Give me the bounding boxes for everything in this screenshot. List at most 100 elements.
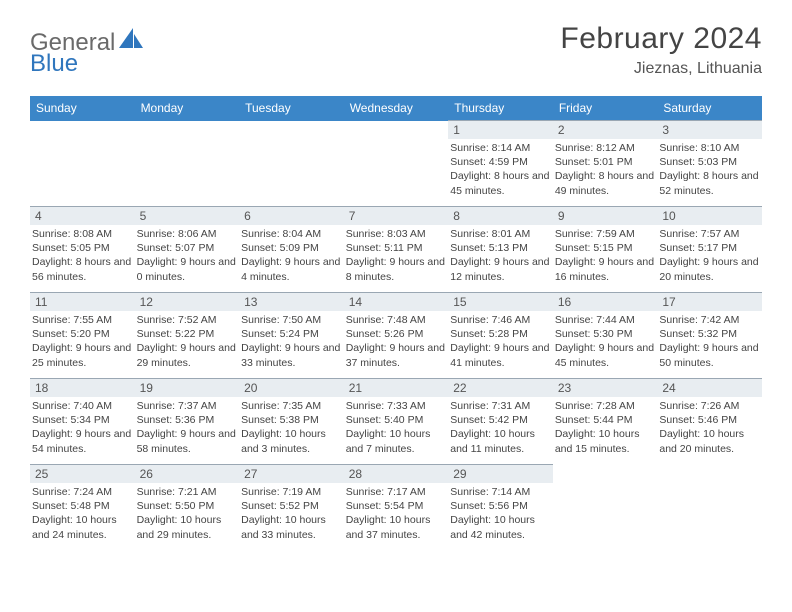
calendar-cell (30, 121, 135, 207)
day-number: 16 (553, 293, 658, 311)
calendar-cell (553, 465, 658, 551)
calendar-cell: 10Sunrise: 7:57 AMSunset: 5:17 PMDayligh… (657, 207, 762, 293)
day-header: Saturday (657, 96, 762, 121)
calendar-cell: 11 Sunrise: 7:55 AMSunset: 5:20 PMDayligh… (30, 293, 135, 379)
day-details: Sunrise: 7:50 AMSunset: 5:24 PMDaylight:… (239, 313, 344, 370)
calendar-cell: 19Sunrise: 7:37 AMSunset: 5:36 PMDayligh… (135, 379, 240, 465)
day-number: 23 (553, 379, 658, 397)
calendar-cell: 23 Sunrise: 7:28 AMSunset: 5:44 PMDayligh… (553, 379, 658, 465)
day-details: Sunrise: 8:12 AMSunset: 5:01 PMDaylight:… (553, 141, 658, 198)
day-number: 9 (553, 207, 658, 225)
calendar-cell: 26Sunrise: 7:21 AMSunset: 5:50 PMDayligh… (135, 465, 240, 551)
title-block: February 2024 Jieznas, Lithuania (560, 22, 762, 78)
day-number: 19 (135, 379, 240, 397)
calendar-week: 18Sunrise: 7:40 AMSunset: 5:34 PMDayligh… (30, 379, 762, 465)
brand-word2: Blue (30, 50, 78, 78)
calendar-cell (344, 121, 449, 207)
calendar-cell (239, 121, 344, 207)
day-details: Sunrise: 8:01 AMSunset: 5:13 PMDaylight:… (448, 227, 553, 284)
day-header-row: SundayMondayTuesdayWednesdayThursdayFrid… (30, 96, 762, 121)
day-details: Sunrise: 7:46 AMSunset: 5:28 PMDaylight:… (448, 313, 553, 370)
calendar-cell: 1Sunrise: 8:14 AMSunset: 4:59 PMDaylight… (448, 121, 553, 207)
day-details: Sunrise: 7:42 AMSunset: 5:32 PMDaylight:… (657, 313, 762, 370)
day-details: Sunrise: 7:35 AMSunset: 5:38 PMDaylight:… (239, 399, 344, 456)
day-number: 11 (30, 293, 135, 311)
day-number: 22 (448, 379, 553, 397)
day-number: 25 (30, 465, 135, 483)
day-header: Tuesday (239, 96, 344, 121)
calendar-cell: 4 Sunrise: 8:08 AMSunset: 5:05 PMDaylight… (30, 207, 135, 293)
calendar-cell: 28Sunrise: 7:17 AMSunset: 5:54 PMDayligh… (344, 465, 449, 551)
day-header: Friday (553, 96, 658, 121)
calendar-body: 1Sunrise: 8:14 AMSunset: 4:59 PMDaylight… (30, 121, 762, 551)
calendar-week: 11 Sunrise: 7:55 AMSunset: 5:20 PMDayligh… (30, 293, 762, 379)
calendar-cell: 5 Sunrise: 8:06 AMSunset: 5:07 PMDaylight… (135, 207, 240, 293)
calendar-cell: 12 Sunrise: 7:52 AMSunset: 5:22 PMDayligh… (135, 293, 240, 379)
day-number: 3 (657, 121, 762, 139)
calendar-cell (657, 465, 762, 551)
day-number: 15 (448, 293, 553, 311)
day-number: 26 (135, 465, 240, 483)
day-details: Sunrise: 7:48 AMSunset: 5:26 PMDaylight:… (344, 313, 449, 370)
calendar-cell: 3 Sunrise: 8:10 AMSunset: 5:03 PMDaylight… (657, 121, 762, 207)
day-header: Sunday (30, 96, 135, 121)
day-details: Sunrise: 7:31 AMSunset: 5:42 PMDaylight:… (448, 399, 553, 456)
day-number: 18 (30, 379, 135, 397)
day-details: Sunrise: 7:57 AMSunset: 5:17 PMDaylight:… (657, 227, 762, 284)
calendar-cell: 21Sunrise: 7:33 AMSunset: 5:40 PMDayligh… (344, 379, 449, 465)
day-number: 1 (448, 121, 553, 139)
calendar-cell: 2 Sunrise: 8:12 AMSunset: 5:01 PMDaylight… (553, 121, 658, 207)
month-title: February 2024 (560, 22, 762, 56)
calendar-cell: 6 Sunrise: 8:04 AMSunset: 5:09 PMDaylight… (239, 207, 344, 293)
calendar-cell: 25Sunrise: 7:24 AMSunset: 5:48 PMDayligh… (30, 465, 135, 551)
day-details: Sunrise: 8:10 AMSunset: 5:03 PMDaylight:… (657, 141, 762, 198)
day-number: 21 (344, 379, 449, 397)
day-details: Sunrise: 7:55 AMSunset: 5:20 PMDaylight:… (30, 313, 135, 370)
calendar-cell: 14Sunrise: 7:48 AMSunset: 5:26 PMDayligh… (344, 293, 449, 379)
calendar-cell: 22 Sunrise: 7:31 AMSunset: 5:42 PMDayligh… (448, 379, 553, 465)
day-number: 6 (239, 207, 344, 225)
sail-icon (119, 28, 145, 57)
calendar-week: 1Sunrise: 8:14 AMSunset: 4:59 PMDaylight… (30, 121, 762, 207)
day-header: Wednesday (344, 96, 449, 121)
day-details: Sunrise: 7:52 AMSunset: 5:22 PMDaylight:… (135, 313, 240, 370)
calendar-cell: 17 Sunrise: 7:42 AMSunset: 5:32 PMDayligh… (657, 293, 762, 379)
day-number: 5 (135, 207, 240, 225)
day-details: Sunrise: 8:08 AMSunset: 5:05 PMDaylight:… (30, 227, 135, 284)
day-number: 29 (448, 465, 553, 483)
day-number: 13 (239, 293, 344, 311)
calendar-cell: 20 Sunrise: 7:35 AMSunset: 5:38 PMDayligh… (239, 379, 344, 465)
day-details: Sunrise: 7:19 AMSunset: 5:52 PMDaylight:… (239, 485, 344, 542)
day-header: Thursday (448, 96, 553, 121)
day-details: Sunrise: 8:04 AMSunset: 5:09 PMDaylight:… (239, 227, 344, 284)
day-number: 8 (448, 207, 553, 225)
calendar-cell: 13 Sunrise: 7:50 AMSunset: 5:24 PMDayligh… (239, 293, 344, 379)
calendar-cell (135, 121, 240, 207)
day-details: Sunrise: 7:17 AMSunset: 5:54 PMDaylight:… (344, 485, 449, 542)
day-details: Sunrise: 8:03 AMSunset: 5:11 PMDaylight:… (344, 227, 449, 284)
calendar-cell: 15 Sunrise: 7:46 AMSunset: 5:28 PMDayligh… (448, 293, 553, 379)
day-number: 7 (344, 207, 449, 225)
day-number: 27 (239, 465, 344, 483)
calendar-cell: 29Sunrise: 7:14 AMSunset: 5:56 PMDayligh… (448, 465, 553, 551)
day-number: 4 (30, 207, 135, 225)
calendar-week: 25Sunrise: 7:24 AMSunset: 5:48 PMDayligh… (30, 465, 762, 551)
day-details: Sunrise: 7:26 AMSunset: 5:46 PMDaylight:… (657, 399, 762, 456)
header: General February 2024 Jieznas, Lithuania (30, 22, 762, 78)
day-details: Sunrise: 7:28 AMSunset: 5:44 PMDaylight:… (553, 399, 658, 456)
day-number: 20 (239, 379, 344, 397)
day-number: 12 (135, 293, 240, 311)
calendar-cell: 8 Sunrise: 8:01 AMSunset: 5:13 PMDaylight… (448, 207, 553, 293)
calendar-week: 4 Sunrise: 8:08 AMSunset: 5:05 PMDaylight… (30, 207, 762, 293)
calendar-cell: 16 Sunrise: 7:44 AMSunset: 5:30 PMDayligh… (553, 293, 658, 379)
day-details: Sunrise: 8:06 AMSunset: 5:07 PMDaylight:… (135, 227, 240, 284)
day-number: 24 (657, 379, 762, 397)
day-details: Sunrise: 7:59 AMSunset: 5:15 PMDaylight:… (553, 227, 658, 284)
calendar-cell: 7 Sunrise: 8:03 AMSunset: 5:11 PMDaylight… (344, 207, 449, 293)
location: Jieznas, Lithuania (560, 60, 762, 78)
day-details: Sunrise: 7:44 AMSunset: 5:30 PMDaylight:… (553, 313, 658, 370)
day-number: 17 (657, 293, 762, 311)
day-number: 2 (553, 121, 658, 139)
calendar-table: SundayMondayTuesdayWednesdayThursdayFrid… (30, 96, 762, 551)
calendar-cell: 24 Sunrise: 7:26 AMSunset: 5:46 PMDayligh… (657, 379, 762, 465)
